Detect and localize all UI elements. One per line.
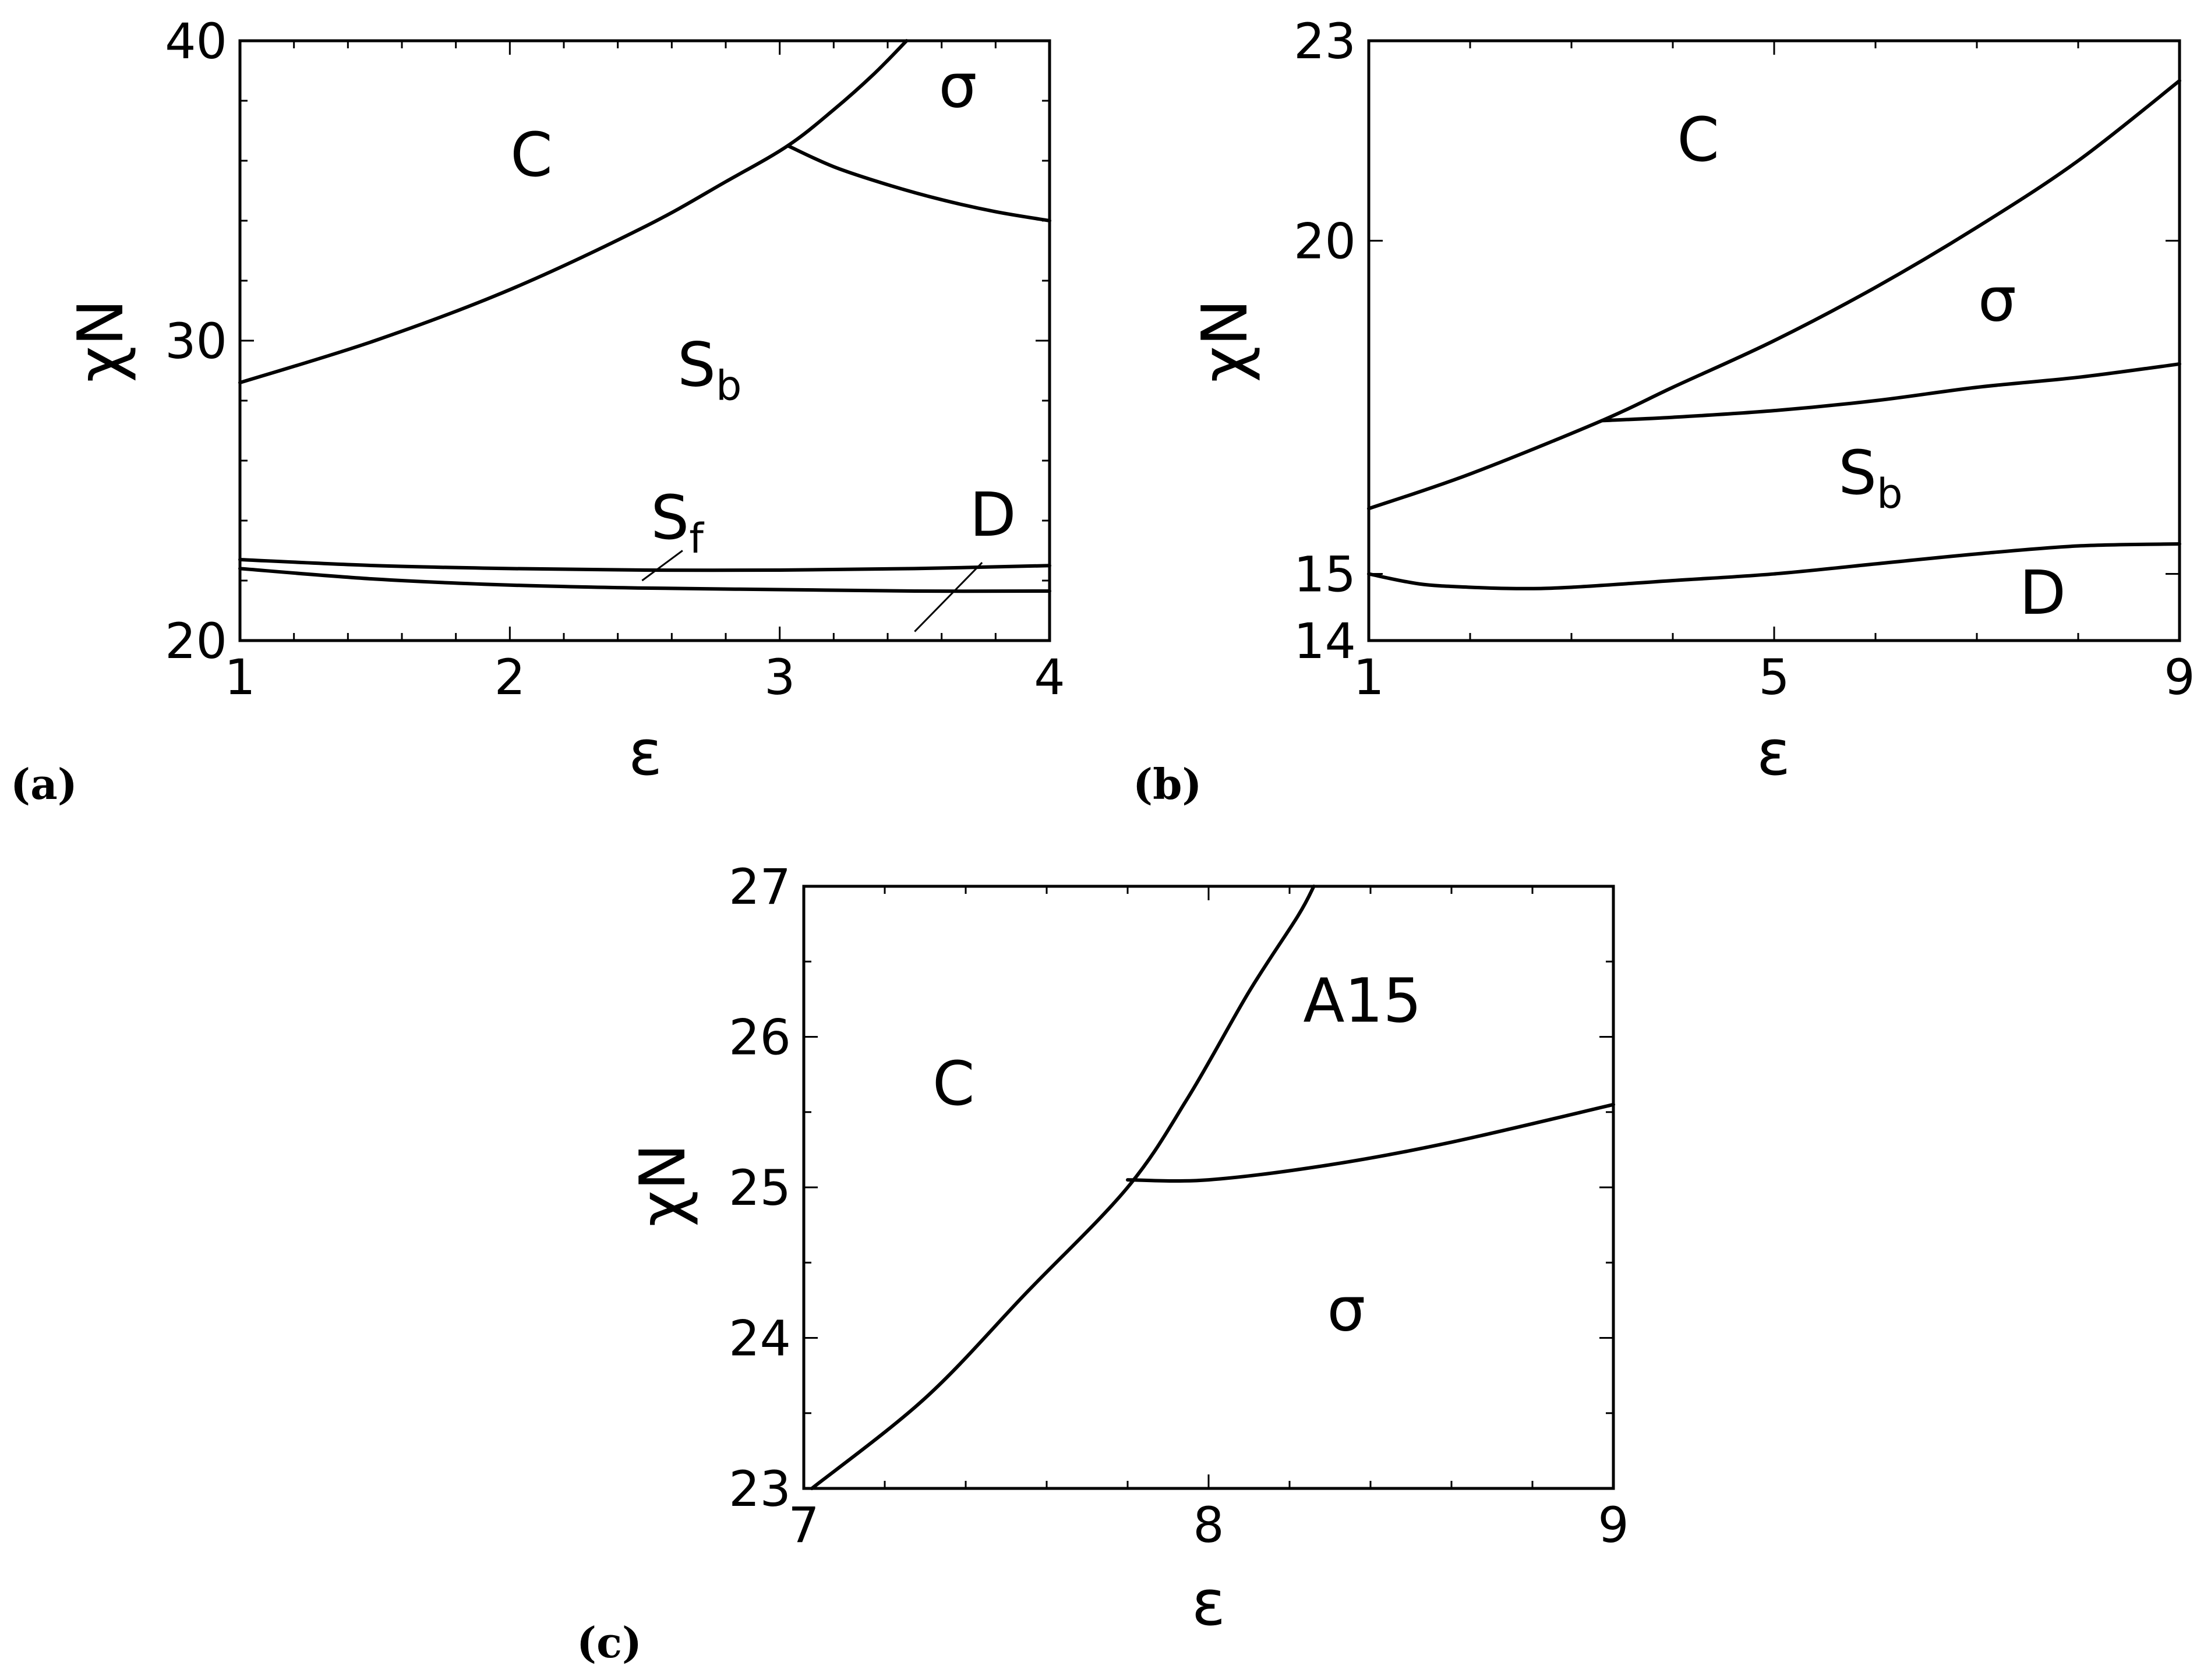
phase-boundary-line <box>238 39 909 385</box>
phase-boundary-line <box>786 144 1051 222</box>
x-tick-label: 9 <box>2164 649 2195 706</box>
x-axis-label: ε <box>628 717 662 790</box>
y-axis-label: χN <box>1189 299 1262 382</box>
panel-label: (a) <box>10 759 77 809</box>
phase-region-label: Sf <box>651 482 704 563</box>
phase-region-label: σ <box>939 50 977 121</box>
panel-label: (c) <box>577 1618 642 1667</box>
y-axis-label: χN <box>627 1143 700 1226</box>
phase-region-label: σ <box>1327 1274 1365 1345</box>
y-tick-label: 24 <box>729 1310 791 1367</box>
x-tick-label: 9 <box>1598 1497 1629 1554</box>
x-tick-label: 2 <box>495 649 525 706</box>
phase-boundary-line <box>1367 79 2181 511</box>
phase-boundary-line <box>1367 542 2181 590</box>
phase-region-label: Sb <box>677 329 741 409</box>
y-tick-label: 25 <box>729 1159 791 1216</box>
chart-panel-1: 1 2 3 4 20 30 40 Cσ Sb Sf Dε χN (a) <box>10 13 1065 809</box>
y-tick-label: 30 <box>165 313 227 370</box>
y-tick-label: 23 <box>1294 13 1356 70</box>
phase-region-label: D <box>2019 557 2066 628</box>
label-leader-line <box>641 550 683 582</box>
x-tick-label: 3 <box>764 649 795 706</box>
x-tick-label: 1 <box>224 649 255 706</box>
y-tick-label: 15 <box>1294 546 1356 603</box>
x-axis-label: ε <box>1192 1567 1225 1640</box>
phase-region-label: σ <box>1978 264 2016 335</box>
phase-region-label: A15 <box>1303 965 1421 1037</box>
phase-boundary-line <box>238 567 1051 593</box>
y-tick-label: 20 <box>1294 213 1356 270</box>
y-tick-label: 27 <box>729 858 791 915</box>
phase-boundary-line <box>810 885 1316 1490</box>
phase-boundary-line <box>1600 362 2181 423</box>
phase-region-label: Sb <box>1838 437 1902 518</box>
phase-region-label: C <box>510 119 553 190</box>
x-tick-label: 1 <box>1353 649 1384 706</box>
y-axis-label: χN <box>65 299 137 382</box>
x-tick-label: 4 <box>1034 649 1065 706</box>
phase-boundary-line <box>1126 1102 1615 1183</box>
x-tick-label: 5 <box>1758 649 1789 706</box>
phase-region-label: C <box>1677 104 1719 175</box>
x-axis-label: ε <box>1757 717 1790 790</box>
phase-region-label: C <box>933 1048 975 1119</box>
label-leader-line <box>914 562 983 632</box>
y-tick-label: 26 <box>729 1009 791 1066</box>
y-tick-label: 40 <box>165 13 227 70</box>
y-tick-label: 23 <box>729 1460 791 1518</box>
plot-frame <box>238 39 1051 642</box>
phase-region-label: D <box>970 479 1016 550</box>
x-tick-label: 7 <box>788 1497 819 1554</box>
y-tick-label: 20 <box>165 613 227 670</box>
y-tick-label: 14 <box>1294 613 1356 670</box>
x-tick-label: 8 <box>1193 1497 1224 1554</box>
chart-panel-3: 7 8 9 23 24 25 26 27 C A15 σ ε χN (c) <box>577 858 1629 1667</box>
phase-boundary-line <box>238 557 1051 572</box>
panel-label: (b) <box>1133 759 1202 809</box>
